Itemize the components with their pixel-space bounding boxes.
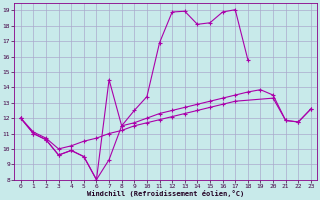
X-axis label: Windchill (Refroidissement éolien,°C): Windchill (Refroidissement éolien,°C): [87, 190, 244, 197]
